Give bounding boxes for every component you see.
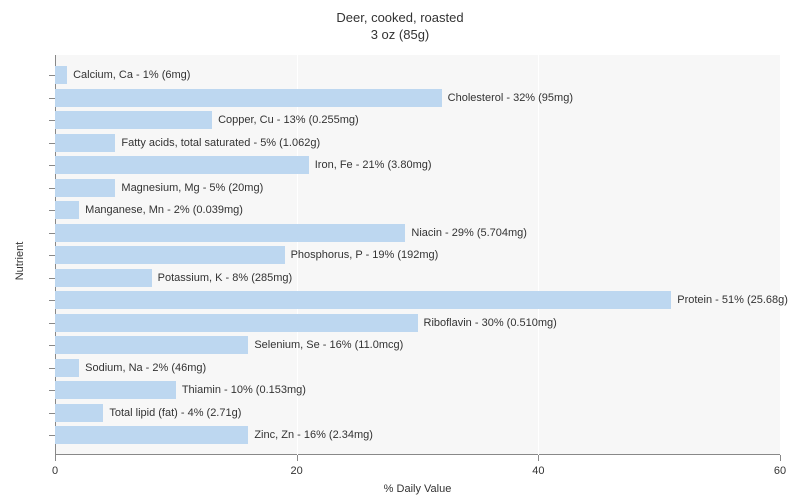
bar-label: Fatty acids, total saturated - 5% (1.062… <box>115 134 320 152</box>
bar <box>55 156 309 174</box>
bar <box>55 224 405 242</box>
bar-label: Zinc, Zn - 16% (2.34mg) <box>248 426 373 444</box>
y-tick <box>49 210 55 211</box>
bar-label: Phosphorus, P - 19% (192mg) <box>285 246 439 264</box>
x-tick-label: 60 <box>774 465 786 477</box>
x-tick-label: 0 <box>52 465 58 477</box>
bar-label: Iron, Fe - 21% (3.80mg) <box>309 156 432 174</box>
y-tick <box>49 120 55 121</box>
bar-label: Manganese, Mn - 2% (0.039mg) <box>79 201 243 219</box>
x-tick <box>780 455 781 461</box>
x-axis-line <box>55 454 780 455</box>
x-tick <box>55 455 56 461</box>
y-tick <box>49 98 55 99</box>
y-tick <box>49 255 55 256</box>
bar <box>55 426 248 444</box>
bar <box>55 404 103 422</box>
bar-label: Thiamin - 10% (0.153mg) <box>176 381 306 399</box>
y-tick <box>49 413 55 414</box>
x-tick-label: 40 <box>532 465 544 477</box>
bar-label: Calcium, Ca - 1% (6mg) <box>67 66 190 84</box>
bar-label: Potassium, K - 8% (285mg) <box>152 269 293 287</box>
bar <box>55 179 115 197</box>
y-tick <box>49 278 55 279</box>
bar-label: Selenium, Se - 16% (11.0mcg) <box>248 336 403 354</box>
bar <box>55 134 115 152</box>
x-tick <box>297 455 298 461</box>
y-tick <box>49 75 55 76</box>
y-tick <box>49 233 55 234</box>
y-tick <box>49 188 55 189</box>
x-axis-title: % Daily Value <box>384 483 452 495</box>
bar-label: Total lipid (fat) - 4% (2.71g) <box>103 404 241 422</box>
gridline <box>538 55 539 455</box>
bar <box>55 111 212 129</box>
y-tick <box>49 435 55 436</box>
y-axis-title: Nutrient <box>14 242 26 281</box>
bar <box>55 246 285 264</box>
x-tick-label: 20 <box>291 465 303 477</box>
chart-container: Deer, cooked, roasted 3 oz (85g) Nutrien… <box>0 0 800 500</box>
gridline <box>780 55 781 455</box>
y-tick <box>49 345 55 346</box>
bar-label: Magnesium, Mg - 5% (20mg) <box>115 179 263 197</box>
bar <box>55 89 442 107</box>
bar <box>55 381 176 399</box>
y-tick <box>49 390 55 391</box>
bar <box>55 336 248 354</box>
bar <box>55 314 418 332</box>
bar <box>55 201 79 219</box>
bar <box>55 66 67 84</box>
y-tick <box>49 143 55 144</box>
bar-label: Protein - 51% (25.68g) <box>671 291 788 309</box>
bar <box>55 291 671 309</box>
plot-area: Nutrient % Daily Value 0204060Calcium, C… <box>55 55 780 455</box>
bar-label: Sodium, Na - 2% (46mg) <box>79 359 206 377</box>
y-tick <box>49 368 55 369</box>
y-tick <box>49 165 55 166</box>
y-tick <box>49 300 55 301</box>
bar-label: Copper, Cu - 13% (0.255mg) <box>212 111 359 129</box>
bar-label: Niacin - 29% (5.704mg) <box>405 224 527 242</box>
chart-title: Deer, cooked, roasted 3 oz (85g) <box>0 0 800 44</box>
bar <box>55 359 79 377</box>
x-tick <box>538 455 539 461</box>
bar-label: Cholesterol - 32% (95mg) <box>442 89 573 107</box>
title-line-2: 3 oz (85g) <box>371 27 430 42</box>
bar <box>55 269 152 287</box>
bar-label: Riboflavin - 30% (0.510mg) <box>418 314 557 332</box>
title-line-1: Deer, cooked, roasted <box>336 10 463 25</box>
y-tick <box>49 323 55 324</box>
